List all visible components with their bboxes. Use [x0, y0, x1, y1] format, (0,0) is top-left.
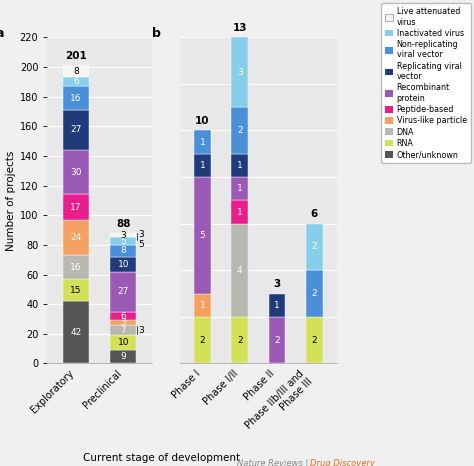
Bar — [63, 77, 89, 86]
Bar — [63, 65, 89, 77]
Text: 30: 30 — [70, 168, 82, 177]
Bar — [110, 325, 137, 336]
Bar — [306, 224, 323, 270]
Bar — [110, 312, 137, 321]
Text: 13: 13 — [232, 23, 247, 33]
Text: 16: 16 — [70, 94, 82, 103]
Bar — [63, 194, 89, 219]
Bar — [231, 200, 248, 224]
Text: 3: 3 — [138, 230, 144, 239]
Bar — [110, 233, 137, 238]
Text: 27: 27 — [118, 287, 129, 296]
Bar — [63, 219, 89, 255]
Bar — [194, 294, 211, 317]
Bar — [194, 130, 211, 154]
Text: 15: 15 — [70, 286, 82, 295]
Bar — [231, 317, 248, 363]
Text: Drug Discovery: Drug Discovery — [310, 459, 375, 466]
Text: 42: 42 — [70, 328, 82, 337]
Bar — [269, 317, 285, 363]
Text: 1: 1 — [200, 137, 205, 147]
Text: 10: 10 — [118, 260, 129, 268]
Text: a: a — [0, 27, 4, 41]
Bar — [110, 336, 137, 350]
Text: 1: 1 — [237, 161, 243, 170]
Text: 7: 7 — [120, 326, 126, 335]
Bar — [231, 107, 248, 154]
Bar — [110, 272, 137, 312]
Text: 88: 88 — [116, 219, 130, 229]
Bar — [194, 154, 211, 177]
Text: 3: 3 — [120, 231, 126, 240]
Bar — [306, 270, 323, 317]
Text: 201: 201 — [65, 51, 87, 61]
Text: 2: 2 — [311, 336, 317, 345]
Text: 3: 3 — [138, 326, 144, 336]
Bar — [110, 350, 137, 363]
Bar — [306, 317, 323, 363]
Bar — [231, 154, 248, 177]
Bar — [110, 321, 137, 325]
Bar — [63, 150, 89, 194]
Bar — [231, 224, 248, 317]
Bar — [63, 279, 89, 301]
Text: 16: 16 — [70, 263, 82, 272]
Text: 2: 2 — [237, 336, 243, 345]
Text: 10: 10 — [195, 116, 210, 126]
Text: 2: 2 — [200, 336, 205, 345]
Bar — [63, 110, 89, 150]
Text: 1: 1 — [200, 161, 205, 170]
Text: 5: 5 — [200, 231, 205, 240]
Bar — [110, 245, 137, 257]
Text: 2: 2 — [311, 289, 317, 298]
Text: 1: 1 — [200, 301, 205, 310]
Text: 8: 8 — [120, 247, 126, 255]
Text: 6: 6 — [73, 77, 79, 86]
Bar — [194, 317, 211, 363]
Text: 27: 27 — [70, 125, 82, 135]
Text: 9: 9 — [120, 352, 126, 361]
Text: 5: 5 — [120, 237, 126, 246]
Text: 2: 2 — [237, 126, 243, 135]
Bar — [63, 255, 89, 279]
Bar — [110, 238, 137, 245]
Text: Nature Reviews |: Nature Reviews | — [237, 459, 311, 466]
Text: 6: 6 — [120, 312, 126, 321]
Text: 6: 6 — [310, 209, 318, 219]
Text: Current stage of development: Current stage of development — [82, 453, 240, 463]
Text: b: b — [152, 27, 161, 41]
Bar — [63, 86, 89, 110]
Text: 17: 17 — [70, 203, 82, 212]
Bar — [110, 257, 137, 272]
Text: 10: 10 — [118, 338, 129, 347]
Text: 1: 1 — [237, 184, 243, 193]
Text: 4: 4 — [237, 266, 243, 275]
Bar — [231, 177, 248, 200]
Text: 24: 24 — [70, 233, 82, 242]
Text: 3: 3 — [237, 68, 243, 77]
Text: 8: 8 — [73, 67, 79, 76]
Bar — [231, 37, 248, 107]
Text: 5: 5 — [138, 240, 144, 249]
Y-axis label: Number of projects: Number of projects — [6, 150, 16, 251]
Text: 1: 1 — [237, 207, 243, 217]
Text: 3: 3 — [273, 279, 281, 289]
Text: 2: 2 — [311, 242, 317, 252]
Bar — [63, 301, 89, 363]
Text: 2: 2 — [274, 336, 280, 345]
Text: 3: 3 — [120, 318, 126, 327]
Bar — [194, 177, 211, 294]
Text: 1: 1 — [274, 301, 280, 310]
Bar — [269, 294, 285, 317]
Legend: Live attenuated
virus, Inactivated virus, Non-replicating
viral vector, Replicat: Live attenuated virus, Inactivated virus… — [382, 3, 471, 163]
